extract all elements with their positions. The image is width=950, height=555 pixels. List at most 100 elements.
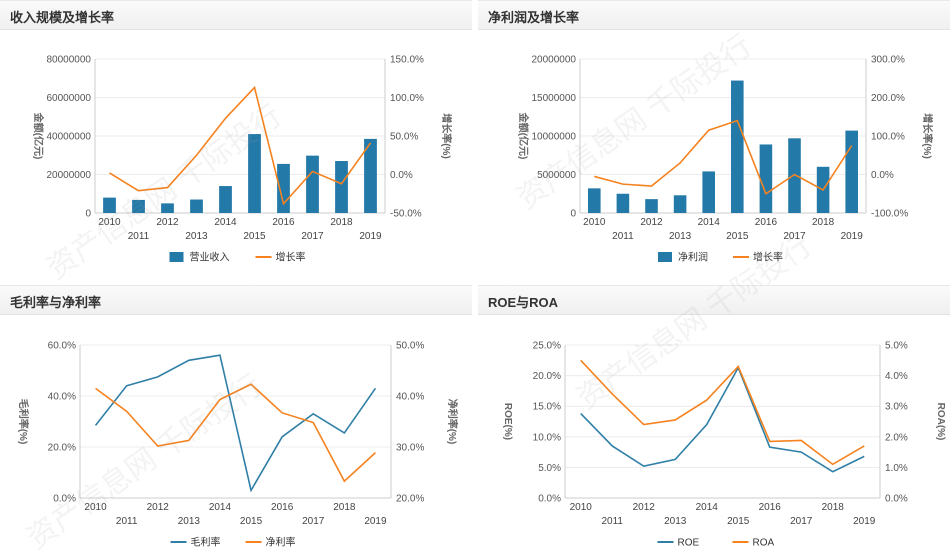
panel-net-profit: 净利润及增长率 0 5000000 10000000 15000000 20000000… <box>478 0 950 275</box>
x-tick-label: 2015 <box>726 231 749 242</box>
series-line <box>94 354 377 493</box>
y-left-tick-label: 15.0% <box>533 402 561 413</box>
bar <box>645 199 658 213</box>
y-left-tick-label: 60.0% <box>48 341 76 352</box>
bar <box>219 186 232 213</box>
legend-swatch <box>169 252 184 262</box>
x-tick-label: 2012 <box>640 217 663 228</box>
panel-title: 毛利率与净利率 <box>10 295 102 310</box>
x-tick-label: 2017 <box>790 516 813 527</box>
bar <box>306 155 319 213</box>
x-tick-label: 2017 <box>302 516 325 527</box>
legend-swatch <box>658 252 672 262</box>
x-tick-label: 2017 <box>301 231 324 242</box>
y-right-tick-label: 5.0% <box>885 341 908 352</box>
y-right-tick-label: 2.0% <box>885 432 908 443</box>
bar <box>335 161 348 213</box>
y-right-tick-label: 50.0% <box>396 341 424 352</box>
x-tick-label: 2010 <box>583 217 606 228</box>
y-left-tick-label: 40000000 <box>47 132 92 143</box>
x-tick-label: 2015 <box>727 516 750 527</box>
y-right-tick-label: 200.0% <box>871 93 905 104</box>
bar <box>673 195 687 213</box>
x-tick-label: 2015 <box>243 231 266 242</box>
y-left-tick-label: 60000000 <box>47 93 92 104</box>
x-tick-label: 2016 <box>759 502 782 513</box>
x-tick-label: 2017 <box>783 231 806 242</box>
y-left-tick-label: 5.0% <box>538 463 561 474</box>
x-tick-label: 2019 <box>364 516 387 527</box>
x-tick-label: 2011 <box>116 516 138 527</box>
y-right-tick-label: 20.0% <box>396 494 424 505</box>
revenue-growth-chart: 0 20000000 40000000 60000000 80000000 -50.0% 0… <box>32 55 453 264</box>
y-left-tick-label: 0.0% <box>538 494 561 505</box>
x-tick-label: 2019 <box>841 231 864 242</box>
legend-label: 净利润 <box>678 251 708 264</box>
y-left-tick-label: 40.0% <box>48 392 76 403</box>
bar <box>103 197 116 213</box>
x-tick-label: 2016 <box>272 217 295 228</box>
x-tick-label: 2014 <box>698 217 721 228</box>
y-right-axis-title: 增长率(%) <box>921 113 934 159</box>
x-tick-label: 2019 <box>853 516 876 527</box>
legend-label: 毛利率 <box>191 536 221 549</box>
y-left-tick-label: 10.0% <box>533 432 561 443</box>
panel-header: 净利润及增长率 <box>478 0 950 30</box>
y-right-tick-label: 3.0% <box>885 402 908 413</box>
x-tick-label: 2012 <box>147 502 170 513</box>
y-right-tick-label: 1.0% <box>885 463 908 474</box>
y-right-tick-label: 300.0% <box>871 55 905 66</box>
series-line <box>109 85 372 206</box>
x-tick-label: 2012 <box>633 502 656 513</box>
roe-roa-chart: 0.0% 5.0% 10.0% 15.0% 20.0% 25.0% 0.0% 1.0% 2.0%… <box>502 341 946 549</box>
y-right-tick-label: 30.0% <box>396 443 424 454</box>
panel-revenue: 收入规模及增长率 0 20000000 40000000 60000000 800000… <box>0 0 472 275</box>
x-tick-label: 2018 <box>333 502 356 513</box>
y-left-tick-label: 20.0% <box>48 443 76 454</box>
legend-label: 增长率 <box>276 251 306 264</box>
series-line <box>580 359 865 466</box>
y-left-tick-label: 5000000 <box>537 170 576 181</box>
bar <box>132 199 145 213</box>
y-right-tick-label: 0.0% <box>390 170 413 181</box>
x-tick-label: 2013 <box>664 516 687 527</box>
x-tick-label: 2016 <box>755 217 778 228</box>
panel-title: 收入规模及增长率 <box>10 10 115 25</box>
y-right-tick-label: 40.0% <box>396 392 424 403</box>
x-tick-label: 2010 <box>98 217 121 228</box>
x-tick-label: 2015 <box>240 516 263 527</box>
series-line <box>594 119 853 195</box>
x-tick-label: 2010 <box>570 502 593 513</box>
y-left-axis-title: 金额(亿元) <box>517 112 530 160</box>
legend-label: ROE <box>678 538 700 549</box>
y-right-tick-label: 150.0% <box>390 55 424 66</box>
x-tick-label: 2012 <box>156 217 179 228</box>
bar <box>702 171 715 213</box>
y-left-tick-label: 20000000 <box>532 55 577 66</box>
panel-header: ROE与ROA <box>478 285 950 315</box>
y-left-tick-label: 0.0% <box>53 494 76 505</box>
y-right-axis-title: 净利率(%) <box>446 399 459 445</box>
legend-label: 营业收入 <box>190 251 230 264</box>
legend-label: ROA <box>753 538 775 549</box>
panel-header: 毛利率与净利率 <box>0 285 472 315</box>
y-right-tick-label: -50.0% <box>390 209 422 220</box>
y-right-tick-label: 4.0% <box>885 371 908 382</box>
y-right-tick-label: -100.0% <box>871 209 908 220</box>
y-right-tick-label: 100.0% <box>871 132 905 143</box>
x-tick-label: 2018 <box>812 217 835 228</box>
x-tick-label: 2011 <box>601 516 623 527</box>
series-line <box>580 365 865 473</box>
x-tick-label: 2014 <box>214 217 237 228</box>
x-tick-label: 2018 <box>822 502 845 513</box>
x-tick-label: 2010 <box>84 502 107 513</box>
panel-header: 收入规模及增长率 <box>0 0 472 30</box>
y-left-axis-title: 毛利率(%) <box>17 399 30 445</box>
y-right-tick-label: 0.0% <box>885 494 908 505</box>
x-tick-label: 2013 <box>669 231 692 242</box>
y-left-tick-label: 0 <box>85 209 91 220</box>
y-right-axis-title: 增长率(%) <box>440 113 453 159</box>
x-tick-label: 2013 <box>185 231 208 242</box>
panel-margins: 毛利率与净利率 0.0% 20.0% 40.0% 60.0% 20.0% 30.0% 40.… <box>0 285 472 555</box>
bar <box>731 80 744 213</box>
